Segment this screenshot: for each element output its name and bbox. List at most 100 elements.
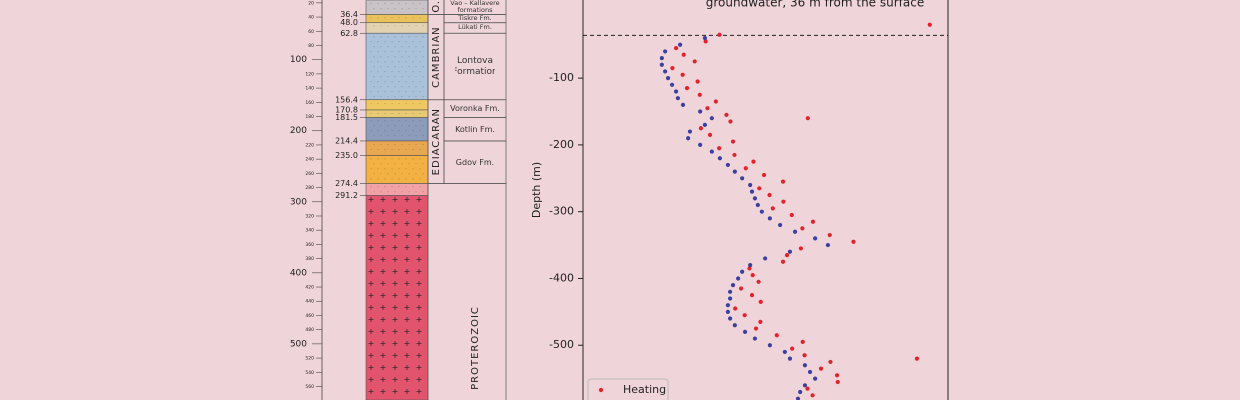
texture: · xyxy=(415,162,416,167)
texture: + xyxy=(392,327,399,336)
texture: · xyxy=(405,39,406,44)
texture: + xyxy=(368,267,375,276)
point xyxy=(659,62,664,67)
point xyxy=(751,159,756,164)
layer xyxy=(365,32,429,101)
tick-label: 140 xyxy=(305,86,314,92)
texture: · xyxy=(419,39,420,44)
texture: · xyxy=(377,147,378,152)
texture: + xyxy=(404,255,411,264)
texture: + xyxy=(392,267,399,276)
point xyxy=(782,349,787,355)
texture: · xyxy=(422,142,423,147)
texture: · xyxy=(370,79,371,84)
depth-label: 181.5 xyxy=(335,113,358,122)
texture: · xyxy=(419,147,420,152)
texture: · xyxy=(394,84,395,89)
texture: · xyxy=(398,177,399,182)
texture: + xyxy=(392,303,399,312)
texture: · xyxy=(419,1,420,6)
texture: · xyxy=(398,147,399,152)
texture: · xyxy=(415,44,416,49)
point xyxy=(927,22,932,27)
tick-label: 440 xyxy=(305,299,314,305)
point xyxy=(686,136,691,141)
point xyxy=(802,363,808,368)
tick-label: 360 xyxy=(305,242,314,248)
texture: + xyxy=(416,291,423,300)
formation-label: Gdov Fm. xyxy=(455,157,495,167)
texture: + xyxy=(380,207,387,216)
texture: · xyxy=(412,15,413,20)
texture: · xyxy=(419,101,420,106)
texture: + xyxy=(404,291,411,300)
texture: + xyxy=(380,315,387,324)
point xyxy=(665,76,671,81)
texture: · xyxy=(415,124,416,129)
texture: · xyxy=(394,24,395,29)
texture: · xyxy=(415,94,416,99)
point xyxy=(727,316,733,321)
texture: + xyxy=(392,387,399,396)
legend-marker xyxy=(598,387,604,393)
point xyxy=(851,239,856,244)
point xyxy=(733,306,738,311)
point xyxy=(800,226,805,231)
texture: · xyxy=(415,142,416,147)
y-tick-label: -400 xyxy=(549,271,574,284)
texture: + xyxy=(368,231,375,240)
point xyxy=(767,192,772,198)
texture: + xyxy=(392,231,399,240)
point xyxy=(795,396,801,400)
point xyxy=(781,199,786,204)
point xyxy=(825,242,831,248)
texture: · xyxy=(384,79,385,84)
point xyxy=(758,299,763,304)
point xyxy=(681,52,686,57)
texture: + xyxy=(380,279,387,288)
texture: · xyxy=(394,162,395,167)
texture: · xyxy=(384,157,385,162)
texture: · xyxy=(391,79,392,84)
texture: · xyxy=(373,124,374,129)
period-label: CAMBRIAN xyxy=(431,26,442,88)
point xyxy=(698,109,703,114)
tick-label: 560 xyxy=(305,384,314,390)
texture: · xyxy=(370,185,371,190)
texture: + xyxy=(416,219,423,228)
texture: · xyxy=(384,89,385,94)
texture: · xyxy=(412,129,413,134)
point xyxy=(695,79,700,84)
texture: · xyxy=(401,172,402,177)
texture: · xyxy=(377,79,378,84)
texture: · xyxy=(422,64,423,69)
texture: · xyxy=(401,64,402,69)
tick-label: 380 xyxy=(305,256,314,262)
texture: · xyxy=(412,69,413,74)
texture: · xyxy=(401,24,402,29)
texture: · xyxy=(419,119,420,124)
texture: · xyxy=(398,49,399,54)
y-tick-label: -300 xyxy=(549,205,574,218)
texture: + xyxy=(392,375,399,384)
texture: · xyxy=(370,157,371,162)
texture: · xyxy=(422,44,423,49)
texture: · xyxy=(384,185,385,190)
texture: · xyxy=(408,44,409,49)
point xyxy=(740,269,745,274)
texture: + xyxy=(404,351,411,360)
texture: · xyxy=(387,44,388,49)
point xyxy=(798,246,804,251)
point xyxy=(680,102,686,107)
point xyxy=(767,216,772,221)
texture: + xyxy=(392,195,399,204)
tick-label: 300 xyxy=(290,197,307,207)
texture: + xyxy=(368,339,375,348)
texture: · xyxy=(405,147,406,152)
point xyxy=(727,289,733,294)
texture: · xyxy=(370,119,371,124)
texture: · xyxy=(398,89,399,94)
texture: · xyxy=(373,74,374,79)
texture: · xyxy=(391,177,392,182)
texture: · xyxy=(370,15,371,20)
